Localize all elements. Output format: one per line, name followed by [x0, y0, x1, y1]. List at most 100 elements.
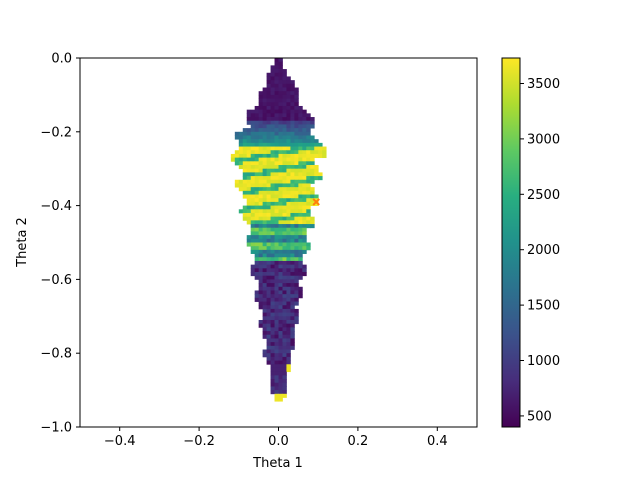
heatmap-cell	[270, 212, 275, 218]
heatmap-cell	[238, 157, 244, 162]
heatmap-cell	[250, 212, 256, 218]
x-tick-label: −0.2	[183, 434, 215, 449]
heatmap-cell	[278, 257, 283, 262]
heatmap-cell	[270, 94, 275, 99]
heatmap-cell	[306, 205, 311, 210]
heatmap-cell	[254, 209, 260, 214]
heatmap-cell	[234, 161, 240, 166]
heatmap-cell	[270, 238, 275, 243]
heatmap-cell	[270, 235, 275, 240]
heatmap-cell	[294, 146, 299, 151]
heatmap-cell	[254, 260, 260, 266]
heatmap-cell	[266, 224, 271, 229]
heatmap-cell	[270, 65, 275, 70]
heatmap-cell	[278, 72, 283, 77]
heatmap-cell	[266, 227, 271, 232]
heatmap-cell	[266, 80, 271, 85]
heatmap-cell	[242, 194, 248, 199]
heatmap-cell	[266, 231, 271, 236]
heatmap-cell	[270, 124, 275, 129]
heatmap-cell	[278, 275, 283, 280]
heatmap-cell	[274, 231, 279, 236]
heatmap-cell	[262, 212, 267, 218]
heatmap-cell	[266, 153, 271, 159]
heatmap-cell	[322, 153, 327, 159]
heatmap-cell	[278, 61, 283, 66]
heatmap-cell	[282, 286, 287, 291]
heatmap-cell	[278, 205, 283, 210]
heatmap-cell	[266, 319, 271, 325]
heatmap-cell	[282, 319, 287, 325]
heatmap-cell	[302, 139, 307, 144]
heatmap-cell	[282, 128, 287, 133]
y-axis-label: Theta 2	[15, 217, 30, 268]
heatmap-cell	[274, 201, 279, 206]
colorbar-ticks: 500 1000 1500 2000 2500 3000 3500	[520, 77, 560, 424]
heatmap-cell	[262, 183, 267, 188]
heatmap-cell	[278, 231, 283, 236]
heatmap-cell	[258, 286, 264, 291]
heatmap-cell	[262, 128, 267, 133]
heatmap-cell	[266, 349, 271, 354]
heatmap-cell	[262, 242, 267, 247]
heatmap-cell	[270, 356, 275, 361]
heatmap-cell	[294, 242, 299, 247]
heatmap-cell	[266, 187, 271, 192]
heatmap-cell	[258, 179, 264, 184]
heatmap-cell	[254, 290, 260, 295]
heatmap-cell	[238, 183, 244, 188]
heatmap-cell	[274, 397, 279, 402]
heatmap-cell	[286, 305, 291, 310]
heatmap-cell	[254, 150, 260, 155]
heatmap-cell	[322, 146, 327, 151]
heatmap-cell	[290, 94, 295, 99]
heatmap-cell	[262, 113, 267, 118]
heatmap-cell	[250, 201, 256, 206]
heatmap-cell	[294, 308, 299, 314]
heatmap-cell	[282, 338, 287, 343]
heatmap-cell	[286, 183, 291, 188]
heatmap-cell	[278, 176, 283, 181]
heatmap-cell	[266, 253, 271, 258]
heatmap-cell	[262, 319, 267, 325]
heatmap-cell	[310, 187, 315, 192]
heatmap-cell	[290, 272, 295, 277]
heatmap-cell	[290, 331, 295, 336]
heatmap-cell	[282, 131, 287, 136]
heatmap-cell	[282, 69, 287, 74]
heatmap-cell	[298, 135, 303, 140]
heatmap-cell	[306, 146, 311, 151]
heatmap-cell	[246, 139, 252, 144]
heatmap-cell	[274, 131, 279, 136]
heatmap-cell	[254, 165, 260, 170]
heatmap-cell	[270, 113, 275, 118]
heatmap-cell	[270, 342, 275, 347]
heatmap-cell	[262, 286, 267, 291]
heatmap-cell	[294, 297, 299, 302]
heatmap-cell	[254, 139, 260, 144]
heatmap-cell	[274, 105, 279, 111]
heatmap-cell	[274, 316, 279, 321]
heatmap-cell	[278, 286, 283, 291]
heatmap-cell	[270, 216, 275, 221]
heatmap-cell	[254, 109, 260, 114]
heatmap-cell	[294, 157, 299, 162]
heatmap-cell	[262, 161, 267, 166]
heatmap-cell	[290, 286, 295, 291]
heatmap-cell	[278, 345, 283, 350]
heatmap-cell	[230, 157, 236, 162]
heatmap-cell	[266, 260, 271, 266]
heatmap-cell	[286, 312, 291, 317]
heatmap-cell	[314, 168, 319, 173]
heatmap-cell	[246, 113, 252, 118]
heatmap-cell	[290, 297, 295, 302]
heatmap-cell	[310, 153, 315, 159]
heatmap-cell	[306, 246, 311, 251]
heatmap-cell	[246, 157, 252, 162]
heatmap-cell	[262, 268, 267, 273]
heatmap-cell	[266, 146, 271, 151]
heatmap-cell	[286, 297, 291, 302]
heatmap-cell	[258, 198, 264, 203]
heatmap-cell	[286, 135, 291, 140]
heatmap-cell	[290, 338, 295, 343]
